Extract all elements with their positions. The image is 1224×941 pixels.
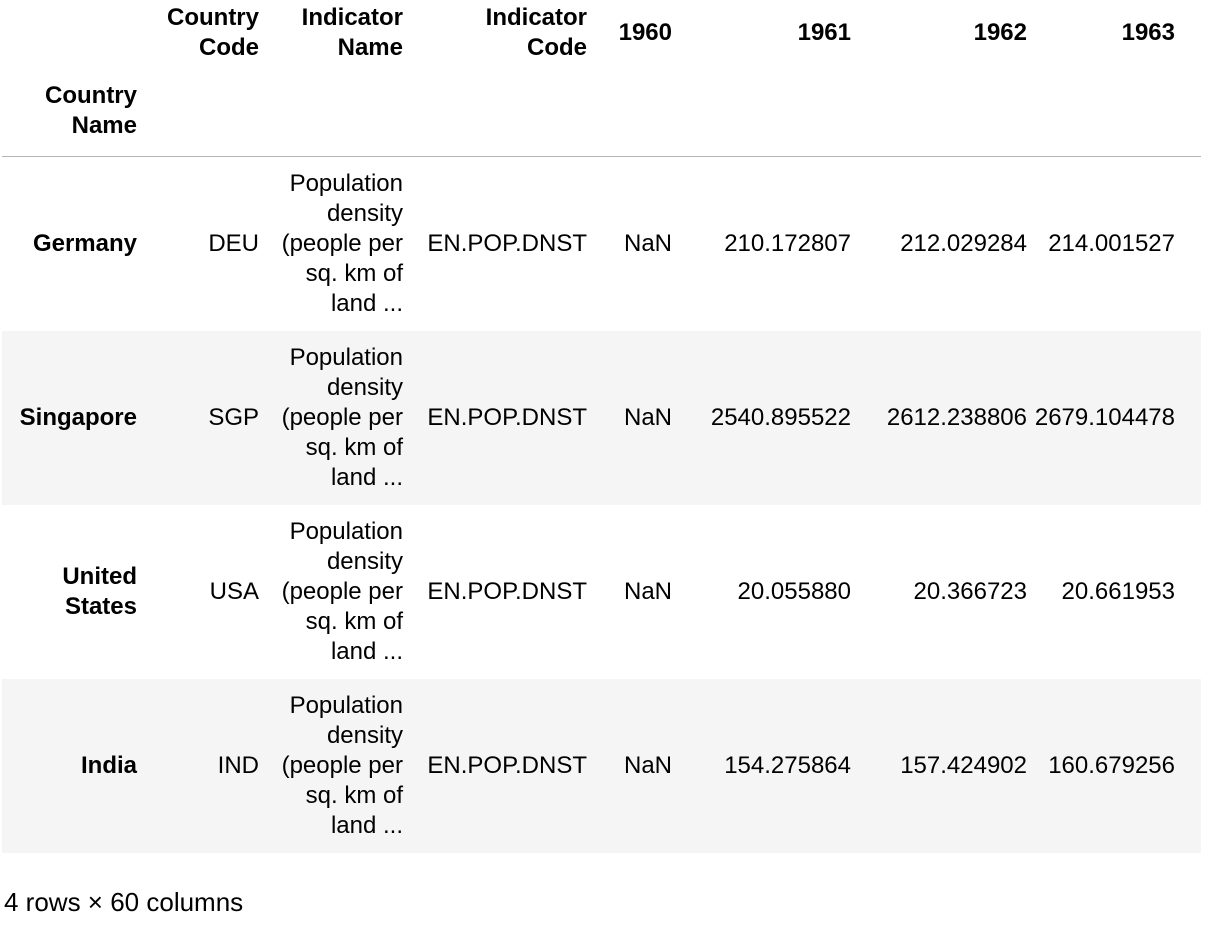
column-header: 1960 [618,19,672,46]
indicator-name-cell: Population density (people per sq. km of… [281,169,403,317]
blank-header-cell [851,66,1027,157]
dataframe-table: Country Code Indicator Name Indicator Co… [2,0,1201,853]
country-code-cell: USA [209,577,259,605]
value-cell: 20.661953 [1061,577,1175,605]
column-header: 1961 [797,19,851,46]
index-name-header: Country Name [2,66,137,157]
dataframe-shape-caption: 4 rows × 60 columns [4,887,244,917]
blank-header-cell [403,66,587,157]
column-header: Indicator Code [485,4,587,61]
indicator-name-cell: Population density (people per sq. km of… [281,517,403,665]
value-cell: 20.366723 [913,577,1027,605]
country-code-cell: SGP [208,403,259,431]
value-cell: 214.001527 [1048,229,1175,257]
value-cell: 2540.895522 [710,403,851,431]
value-cell: NaN [623,577,672,605]
table-row: United States USA Population density (pe… [2,504,1201,679]
blank-header-cell [259,66,403,157]
blank-header-cell [2,0,137,66]
value-cell: NaN [623,751,672,779]
value-cell: NaN [623,229,672,257]
row-index-label: India [80,751,137,779]
indicator-name-cell: Population density (people per sq. km of… [281,691,403,839]
value-cell: 157.424902 [900,751,1027,779]
value-cell: 212.029284 [900,229,1027,257]
column-header: 1963 [1121,19,1175,46]
value-cell: 2612.238806 [886,403,1027,431]
row-index-label: United States [62,562,137,620]
indicator-code-cell: EN.POP.DNST [427,403,587,431]
value-cell: 210.172807 [724,229,851,257]
value-cell: 2679.104478 [1034,403,1175,431]
blank-header-cell [672,66,851,157]
column-header: Indicator Name [301,4,403,61]
value-cell: 154.275864 [724,751,851,779]
table-row: Germany DEU Population density (people p… [2,156,1201,331]
country-code-cell: DEU [208,229,259,257]
value-cell: 160.679256 [1048,751,1175,779]
row-index-label: Germany [32,229,137,257]
column-header: Country Code [167,4,259,61]
indicator-code-cell: EN.POP.DNST [427,229,587,257]
blank-header-cell [587,66,672,157]
blank-header-cell [1027,66,1201,157]
indicator-code-cell: EN.POP.DNST [427,751,587,779]
header-row: Country Code Indicator Name Indicator Co… [2,0,1201,66]
row-index-label: Singapore [19,403,137,431]
indicator-name-cell: Population density (people per sq. km of… [281,343,403,491]
indicator-code-cell: EN.POP.DNST [427,577,587,605]
column-header: 1962 [973,19,1027,46]
table-row: Singapore SGP Population density (people… [2,330,1201,505]
value-cell: 20.055880 [737,577,851,605]
table-row: India IND Population density (people per… [2,678,1201,853]
value-cell: NaN [623,403,672,431]
blank-header-cell [137,66,259,157]
index-header-row: Country Name [2,66,1201,157]
country-code-cell: IND [217,751,259,779]
